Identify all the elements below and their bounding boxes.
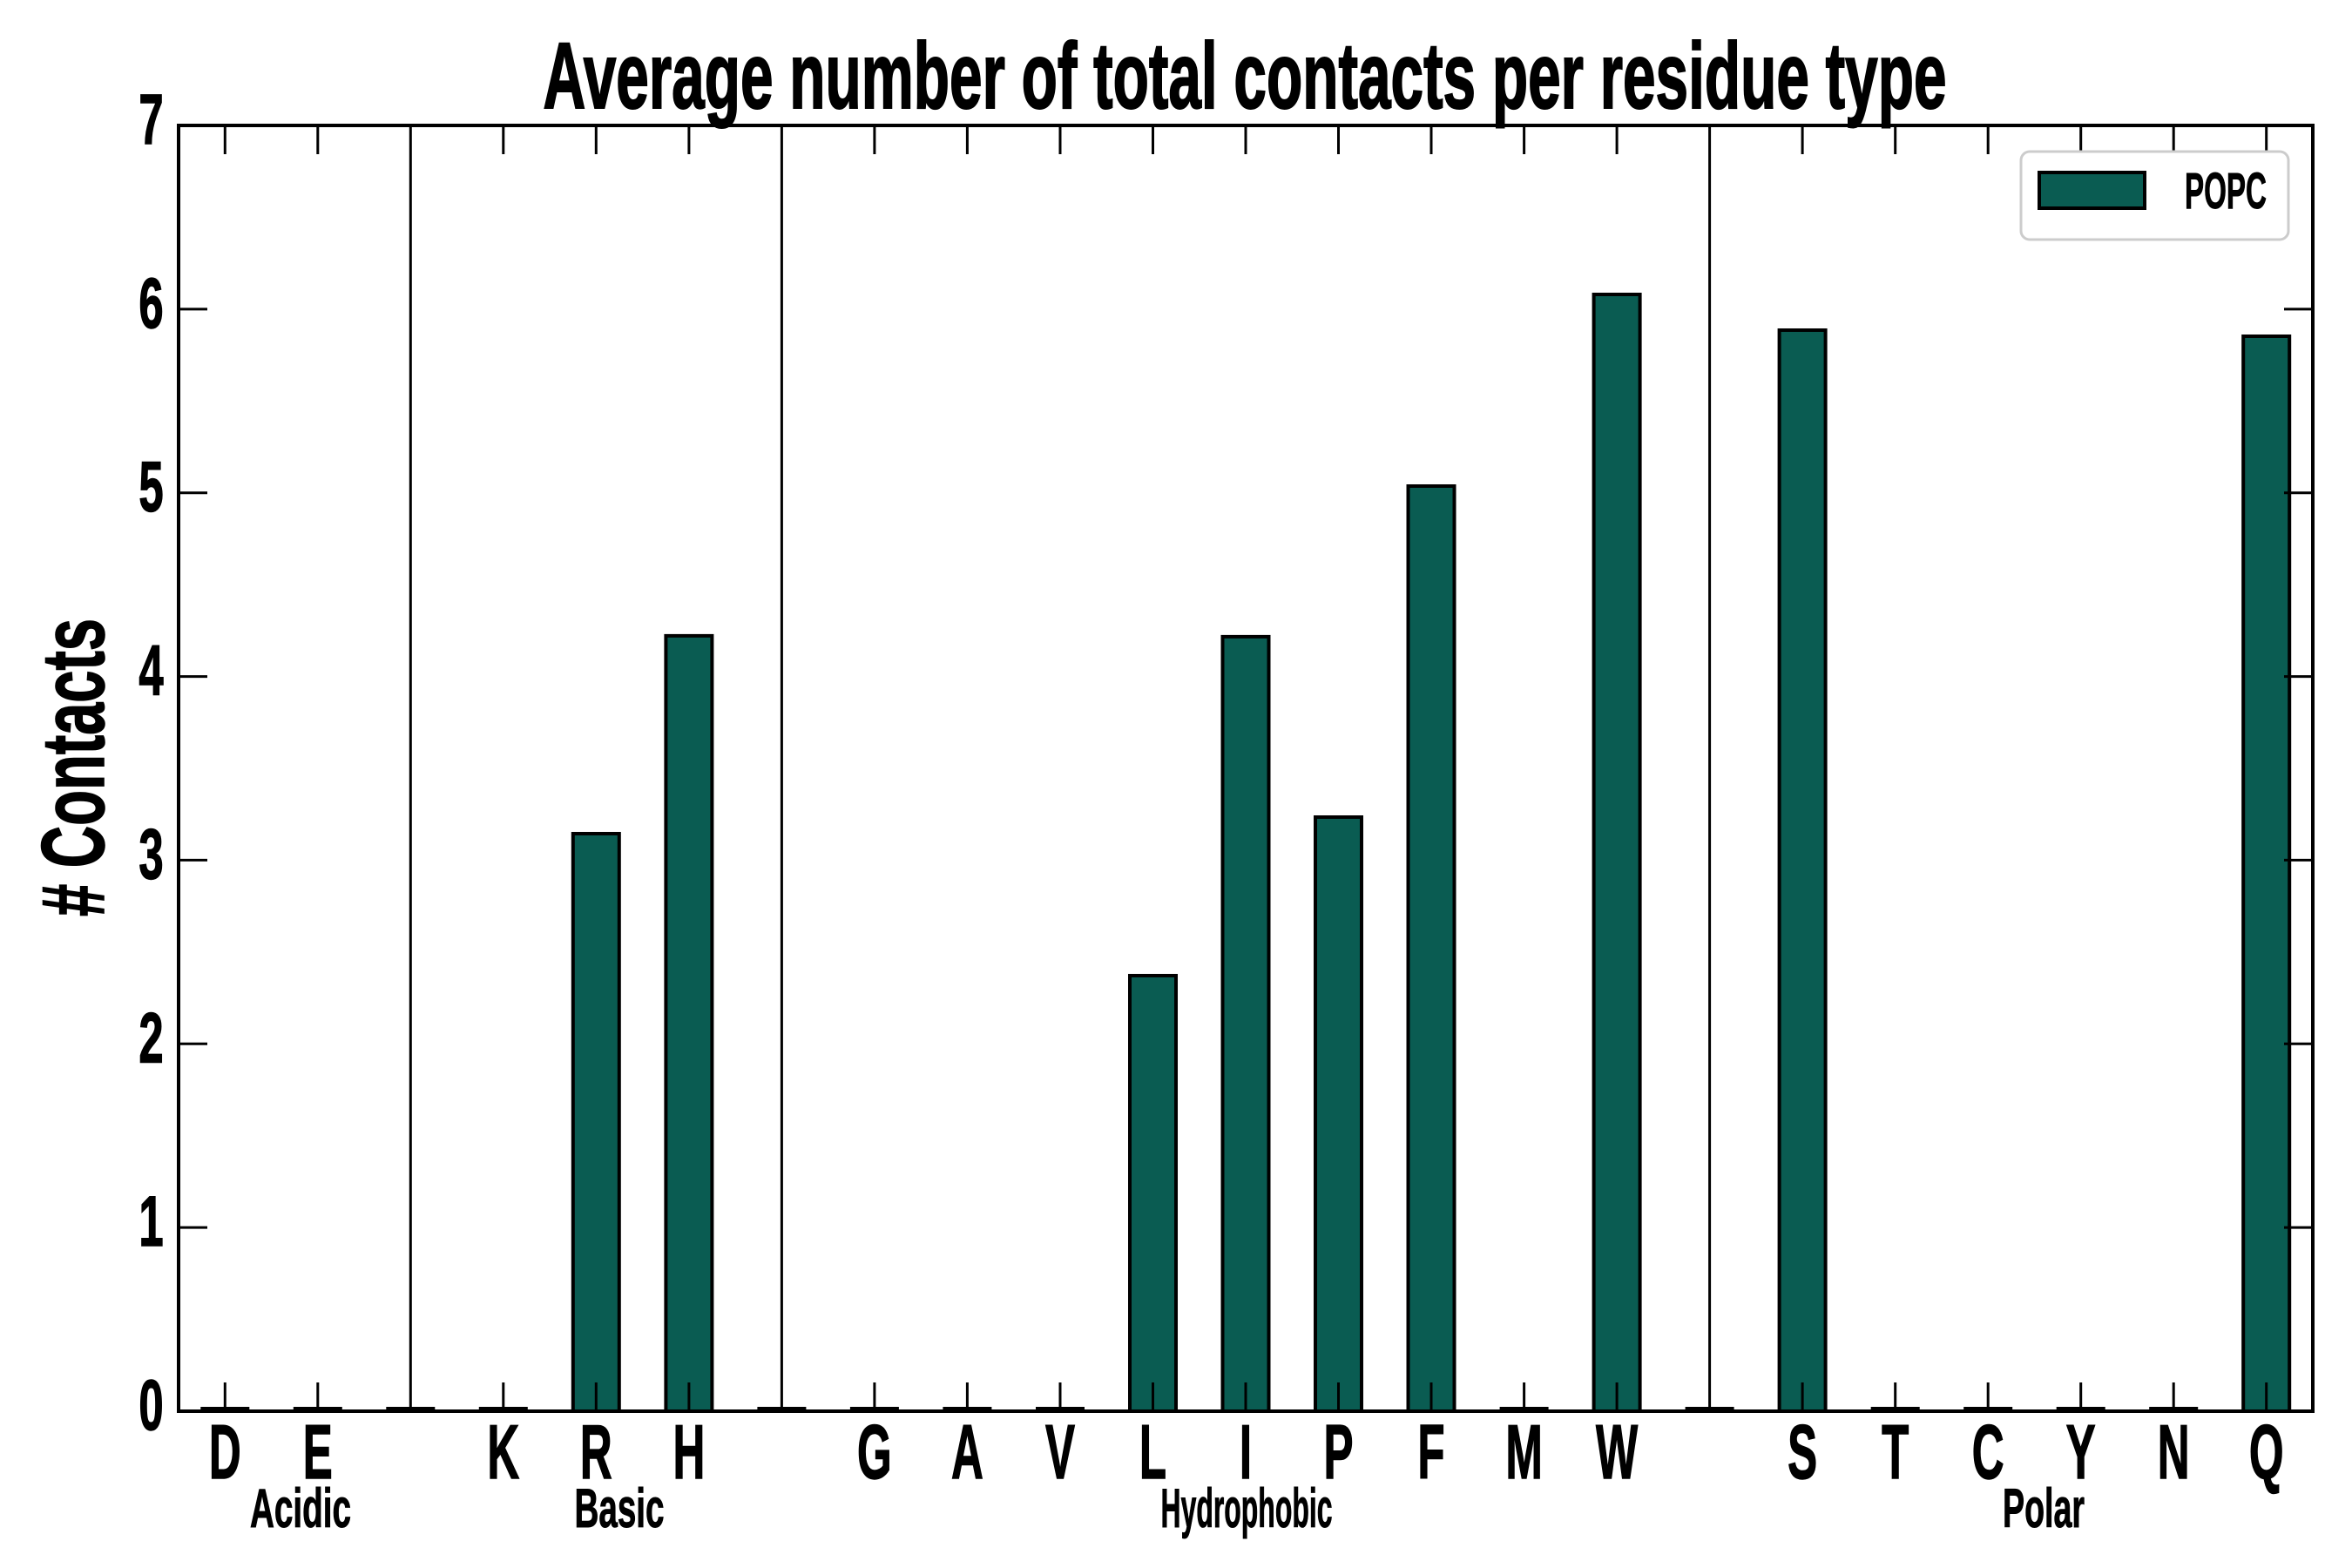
svg-text:5: 5 [139, 447, 163, 526]
svg-text:F: F [1417, 1410, 1444, 1496]
svg-text:0: 0 [139, 1366, 163, 1445]
svg-text:7: 7 [139, 80, 163, 159]
svg-text:# Contacts: # Contacts [24, 618, 123, 916]
svg-text:W: W [1596, 1410, 1638, 1496]
svg-text:Average number of total contac: Average number of total contacts per res… [544, 23, 1947, 128]
svg-text:1: 1 [139, 1182, 163, 1261]
svg-text:P: P [1323, 1410, 1353, 1496]
svg-text:A: A [951, 1410, 983, 1496]
svg-text:4: 4 [139, 631, 163, 710]
svg-text:E: E [303, 1410, 333, 1496]
svg-text:POPC: POPC [2185, 163, 2267, 220]
svg-text:Basic: Basic [575, 1478, 665, 1539]
svg-text:R: R [580, 1410, 612, 1496]
svg-text:I: I [1240, 1410, 1252, 1496]
svg-text:N: N [2158, 1410, 2190, 1496]
svg-text:M: M [1505, 1410, 1543, 1496]
svg-text:3: 3 [139, 814, 163, 894]
svg-text:G: G [857, 1410, 892, 1496]
svg-text:K: K [487, 1410, 519, 1496]
svg-text:Acidic: Acidic [250, 1478, 351, 1539]
svg-text:Hydrophobic: Hydrophobic [1161, 1478, 1333, 1539]
svg-text:Polar: Polar [2003, 1478, 2085, 1539]
svg-text:Q: Q [2249, 1410, 2284, 1496]
svg-text:6: 6 [139, 264, 163, 343]
svg-text:2: 2 [139, 998, 163, 1078]
svg-text:V: V [1045, 1410, 1075, 1496]
svg-text:L: L [1139, 1410, 1166, 1496]
svg-text:S: S [1788, 1410, 1817, 1496]
svg-text:C: C [1972, 1410, 2004, 1496]
svg-text:H: H [672, 1410, 705, 1496]
svg-text:D: D [209, 1410, 241, 1496]
svg-text:T: T [1882, 1410, 1909, 1496]
svg-text:Y: Y [2066, 1410, 2096, 1496]
